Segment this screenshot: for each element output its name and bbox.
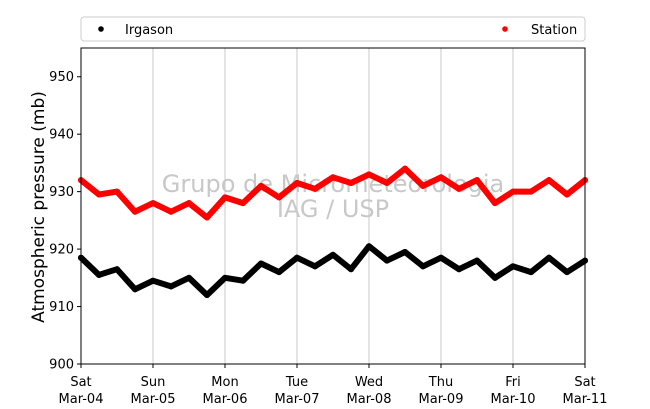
x-tick-label-date: Mar-11 [563,392,608,407]
data-point-station [366,171,372,178]
data-point-station [294,180,300,187]
data-point-station [150,200,156,207]
data-point-irgason [150,277,156,284]
legend-label-station: Station [531,23,577,38]
y-axis: 900 910 920 930 940 950 [49,70,81,373]
data-point-irgason [564,269,570,276]
x-tick-label-date: Mar-07 [275,392,320,407]
x-tick-label-date: Mar-10 [491,392,536,407]
data-point-irgason [402,248,408,255]
x-tick-label-day: Sun [141,375,166,390]
data-point-station [276,194,282,201]
data-point-irgason [420,263,426,270]
x-tick-label-date: Mar-06 [203,392,248,407]
data-series [78,165,588,299]
data-point-station [330,174,336,181]
data-point-irgason [312,263,318,270]
data-point-station [564,191,570,198]
data-point-station [186,200,192,207]
data-point-station [348,180,354,187]
x-tick-label-date: Mar-08 [347,392,392,407]
y-tick-label: 930 [49,185,74,200]
data-point-irgason [474,257,480,264]
data-point-irgason [438,254,444,261]
data-point-irgason [456,266,462,273]
data-point-station [258,182,264,189]
data-point-irgason [258,260,264,267]
data-point-irgason [366,243,372,250]
watermark-line-2: IAG / USP [277,195,389,223]
data-point-irgason [384,257,390,264]
data-point-station [132,208,138,215]
data-point-irgason [204,292,210,299]
data-point-irgason [492,274,498,281]
data-point-station [114,188,120,195]
data-point-station [96,191,102,198]
x-axis: Sat Mar-04 Sun Mar-05 Mon Mar-06 Tue Mar-07 Wed M… [59,364,608,407]
data-point-irgason [528,269,534,276]
data-point-station [312,185,318,192]
data-point-irgason [294,254,300,261]
data-point-station [546,177,552,184]
legend: Irgason Station [80,16,586,42]
legend-box [80,16,586,42]
y-tick-label: 920 [49,243,74,258]
data-point-irgason [546,254,552,261]
data-point-irgason [222,274,228,281]
data-point-station [510,188,516,195]
legend-marker-irgason [98,26,104,32]
x-tick-label-day: Tue [285,375,308,390]
data-point-irgason [330,251,336,258]
data-point-irgason [96,271,102,278]
y-tick-label: 950 [49,70,74,85]
y-tick-label: 910 [49,300,74,315]
legend-label-irgason: Irgason [125,23,173,38]
plot-frame [80,47,586,365]
data-point-irgason [186,274,192,281]
x-tick-label-day: Sat [70,375,91,390]
data-point-station [456,185,462,192]
data-point-station [438,174,444,181]
x-tick-label-date: Mar-04 [59,392,104,407]
data-point-irgason [276,269,282,276]
x-tick-label-day: Fri [505,375,521,390]
y-tick-label: 940 [49,128,74,143]
data-point-station [402,165,408,172]
data-point-irgason [348,266,354,273]
data-point-station [384,180,390,187]
x-tick-label-date: Mar-05 [131,392,176,407]
legend-marker-station [502,26,508,32]
x-tick-label-day: Wed [355,375,383,390]
data-point-station [420,182,426,189]
x-tick-label-day: Mon [211,375,238,390]
data-point-station [222,194,228,201]
data-point-station [240,200,246,207]
data-point-irgason [132,286,138,293]
x-tick-label-day: Thu [428,375,453,390]
data-point-station [528,188,534,195]
data-point-station [168,208,174,215]
data-point-irgason [168,283,174,290]
data-point-irgason [114,266,120,273]
x-tick-label-date: Mar-09 [419,392,464,407]
grid-lines [152,48,514,364]
data-point-irgason [240,277,246,284]
data-point-station [474,177,480,184]
data-point-irgason [510,263,516,270]
y-tick-label: 900 [49,358,74,373]
data-point-station [204,214,210,221]
y-axis-label: Atmospheric pressure (mb) [29,91,49,323]
x-tick-label-day: Sat [574,375,595,390]
data-point-station [492,200,498,207]
